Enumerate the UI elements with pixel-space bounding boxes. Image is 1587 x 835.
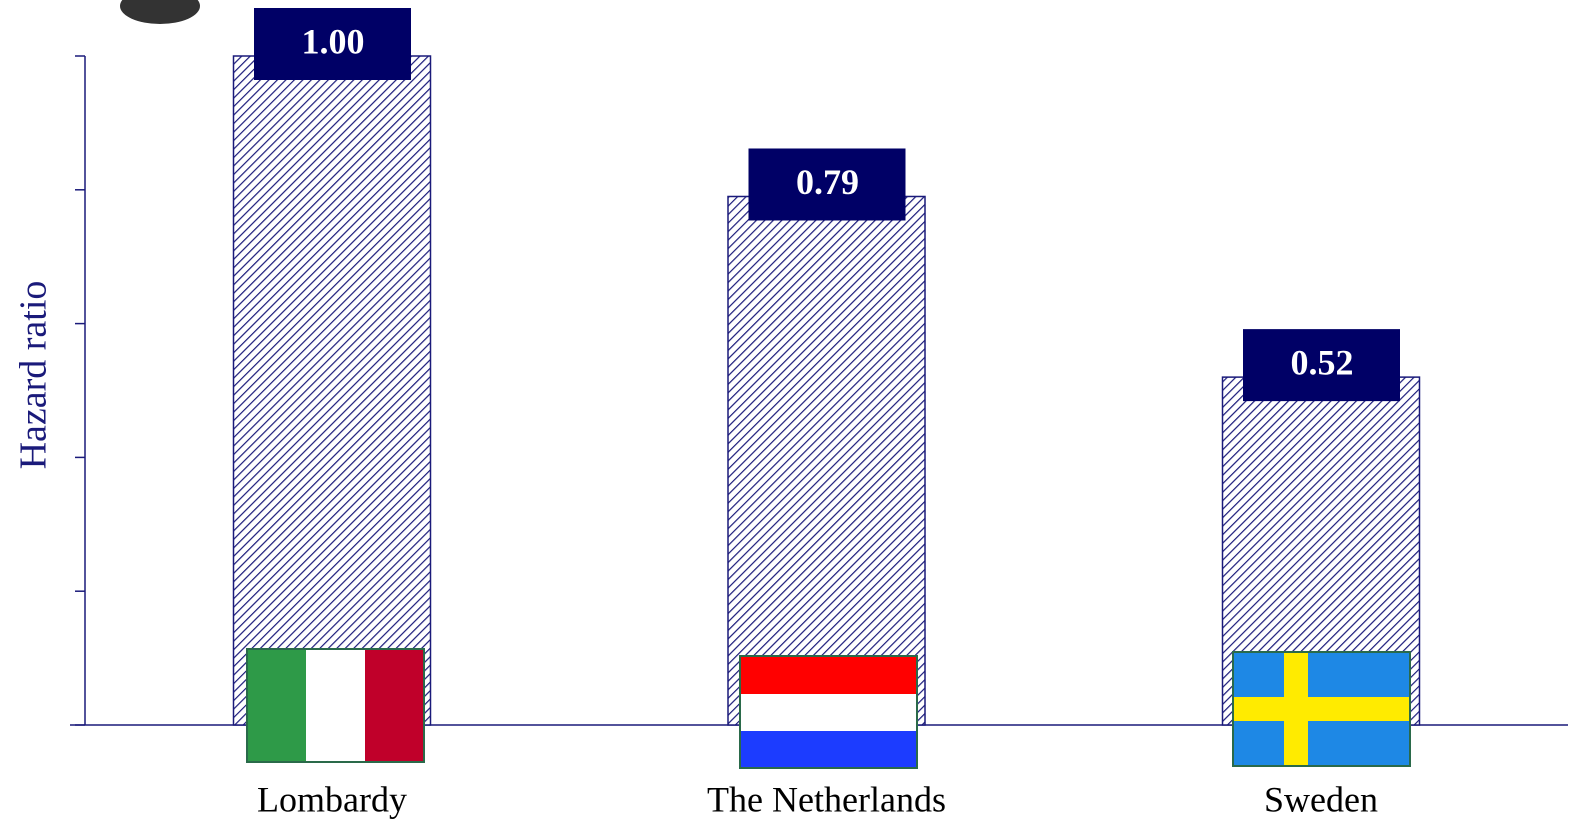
value-label: 0.79 bbox=[796, 162, 859, 202]
value-label: 1.00 bbox=[302, 21, 365, 61]
flag-sweden bbox=[1232, 651, 1411, 767]
y-axis-label: Hazard ratio bbox=[13, 281, 55, 470]
value-label: 0.52 bbox=[1291, 342, 1354, 382]
value-label-box bbox=[1243, 329, 1400, 402]
logo-fragment bbox=[120, 0, 200, 24]
bar bbox=[232, 55, 432, 726]
x-tick-label: Lombardy bbox=[257, 779, 407, 819]
value-label-box bbox=[748, 148, 906, 221]
flag-italy bbox=[246, 648, 425, 763]
x-tick-label: Sweden bbox=[1264, 779, 1378, 819]
x-tick-label: The Netherlands bbox=[707, 779, 946, 819]
value-label-box bbox=[254, 8, 411, 80]
flag-netherlands bbox=[739, 655, 918, 769]
bar bbox=[727, 195, 926, 726]
